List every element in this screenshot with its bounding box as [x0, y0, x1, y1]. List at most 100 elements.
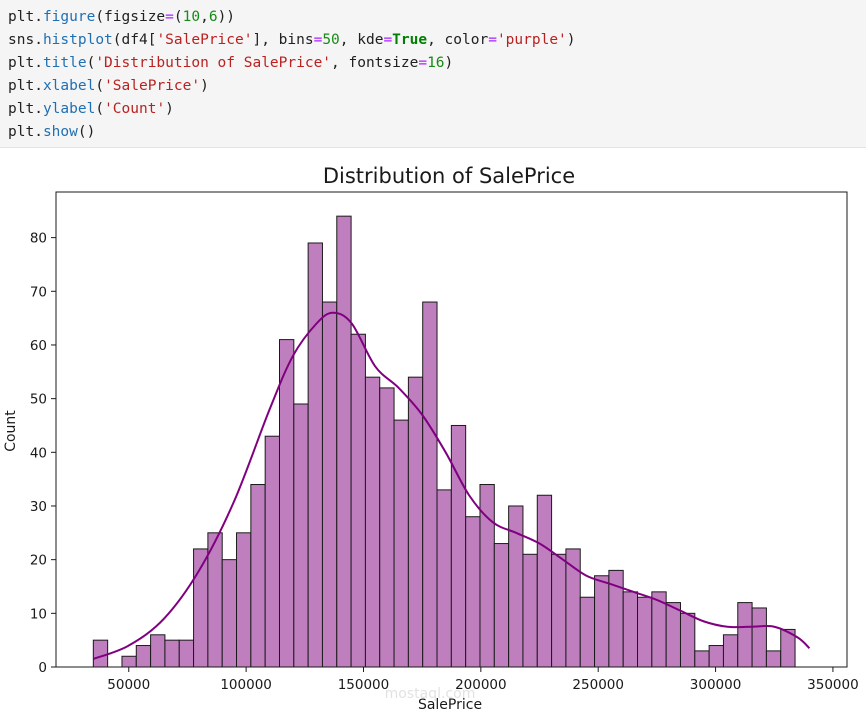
code-cell[interactable]: plt.figure(figsize=(10,6)) sns.histplot(d…: [0, 0, 866, 148]
code-token: (: [173, 9, 183, 25]
y-axis-label: Count: [3, 410, 19, 452]
code-token: histplot: [42, 32, 113, 48]
histogram-bar: [465, 516, 481, 668]
code-token: ): [566, 32, 576, 48]
histogram-bar: [393, 419, 409, 668]
histogram-bar: [150, 634, 166, 668]
watermark: mostaql.com: [385, 686, 476, 702]
histogram-bar: [178, 639, 195, 668]
histogram-bar: [493, 543, 510, 668]
histogram-bar: [551, 553, 567, 668]
histogram-bar: [121, 655, 137, 668]
histogram-bar: [236, 532, 252, 668]
code-token: title: [42, 55, 87, 71]
code-token: .: [34, 32, 43, 48]
code-token: ylabel: [42, 101, 96, 117]
code-token: figure: [42, 9, 96, 25]
code-token: plt: [8, 101, 35, 117]
histogram-bar: [694, 650, 710, 668]
x-tick-label: 150000: [338, 677, 390, 693]
kde-line: [92, 311, 811, 660]
histogram-bar: [135, 645, 152, 668]
y-tick-label: 50: [30, 392, 47, 408]
code-token: plt: [8, 55, 35, 71]
histogram-bar: [436, 489, 452, 668]
x-tick-label: 200000: [455, 677, 507, 693]
histogram-bar: [350, 333, 366, 668]
x-tick-label: 350000: [807, 677, 859, 693]
code-token: ): [200, 78, 209, 94]
histogram-bar: [536, 494, 553, 668]
code-token: 50: [322, 32, 340, 48]
code-token: plt: [8, 9, 35, 25]
code-line: sns.histplot(df4['SalePrice'], bins=50, …: [8, 29, 866, 52]
y-axis: 0 10 20 30 40 50 60 70 80: [30, 231, 56, 676]
code-token: 6: [208, 9, 218, 25]
histogram-bar: [336, 215, 352, 668]
histogram-bar: [379, 387, 395, 668]
code-token: 'SalePrice': [104, 78, 201, 94]
histogram-bar: [364, 376, 381, 668]
histogram-bar: [751, 607, 767, 668]
code-token: True: [392, 32, 428, 48]
x-tick-label: 300000: [690, 677, 742, 693]
code-line: plt.show(): [8, 121, 866, 144]
code-line: plt.title('Distribution of SalePrice', f…: [8, 52, 866, 75]
code-token: , color: [427, 32, 489, 48]
histogram-bar: [679, 612, 696, 668]
histogram-bar: [665, 602, 681, 668]
code-token: , kde: [339, 32, 384, 48]
histogram-bar: [522, 553, 538, 668]
code-token: .: [34, 55, 43, 71]
histogram-bar: [450, 424, 467, 668]
code-token: show: [42, 124, 78, 140]
histogram-chart: Distribution of SalePrice mostaql.com 50…: [3, 164, 859, 713]
code-token: 'Distribution of SalePrice': [95, 55, 332, 71]
code-token: xlabel: [42, 78, 96, 94]
code-token: .: [34, 78, 43, 94]
histogram-bar: [422, 301, 438, 668]
code-token: ], bins: [252, 32, 314, 48]
code-line: plt.figure(figsize=(10,6)): [8, 6, 866, 29]
code-line: plt.xlabel('SalePrice'): [8, 75, 866, 98]
y-tick-label: 30: [30, 499, 47, 515]
y-tick-label: 0: [38, 660, 47, 676]
bars-group: [92, 215, 796, 668]
x-tick-label: 250000: [572, 677, 624, 693]
histogram-bar: [637, 596, 653, 668]
histogram-bar: [765, 650, 782, 668]
code-token: .: [34, 124, 43, 140]
histogram-bar: [708, 645, 724, 668]
code-token: plt: [8, 78, 35, 94]
histogram-bar: [407, 376, 424, 668]
code-token: (figsize: [95, 9, 166, 25]
histogram-bar: [164, 639, 180, 668]
code-line: plt.ylabel('Count'): [8, 98, 866, 121]
histogram-bar: [737, 602, 753, 668]
histogram-bar: [307, 242, 323, 668]
histogram-bar: [321, 301, 338, 668]
code-token: sns: [8, 32, 35, 48]
histogram-bar: [92, 639, 109, 668]
histogram-bar: [264, 435, 280, 668]
code-token: ,: [200, 9, 209, 25]
code-token: 16: [427, 55, 445, 71]
code-token: =: [383, 32, 393, 48]
histogram-bar: [221, 559, 238, 668]
code-token: , fontsize: [331, 55, 419, 71]
y-tick-label: 10: [30, 606, 47, 622]
histogram-bar: [579, 596, 596, 668]
histogram-bar: [594, 575, 610, 668]
code-token: )): [217, 9, 236, 25]
code-token: 'Count': [104, 101, 166, 117]
histogram-bar: [293, 403, 309, 668]
code-token: =: [165, 9, 174, 25]
code-token: (: [86, 55, 96, 71]
y-tick-label: 80: [30, 231, 47, 247]
code-token: (: [95, 101, 105, 117]
histogram-bar: [250, 484, 266, 668]
y-tick-label: 40: [30, 445, 47, 461]
code-token: 10: [182, 9, 201, 25]
kde-group: [92, 311, 811, 660]
code-token: 'SalePrice': [156, 32, 253, 48]
